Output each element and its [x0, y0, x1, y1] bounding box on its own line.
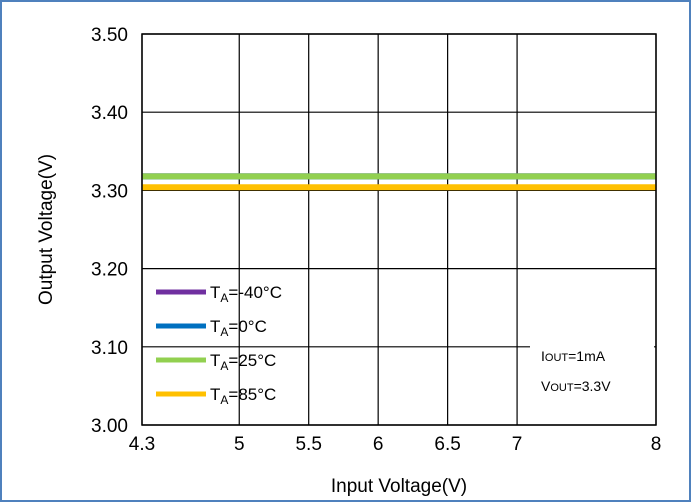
- x-axis-ticks: 4.3 5 5.5 6 6.5 7 8: [129, 434, 662, 455]
- x-tick-label: 7: [512, 434, 523, 455]
- x-axis-title: Input Voltage(V): [331, 476, 467, 497]
- x-tick-label: 6.5: [434, 434, 460, 455]
- y-tick-label: 3.10: [91, 338, 128, 359]
- x-tick-label: 6: [373, 434, 384, 455]
- annotation-text: VOUT=3.3V: [541, 378, 611, 394]
- y-axis-ticks: 3.00 3.10 3.20 3.30 3.40 3.50: [91, 25, 128, 437]
- y-tick-label: 3.00: [91, 416, 128, 437]
- legend-label: TA=85°C: [210, 385, 276, 407]
- plot-area: [141, 33, 657, 426]
- annotation-text: IOUT=1mA: [541, 348, 606, 364]
- y-tick-label: 3.50: [91, 25, 128, 46]
- conditions-annotation: IOUT=1mA VOUT=3.3V: [530, 327, 654, 409]
- x-tick-label: 4.3: [129, 434, 155, 455]
- legend-label: TA=0°C: [210, 317, 267, 339]
- y-tick-label: 3.20: [91, 260, 128, 281]
- y-tick-label: 3.40: [91, 103, 128, 124]
- legend-label: TA=25°C: [210, 351, 276, 373]
- legend-label: TA=-40°C: [210, 283, 282, 305]
- y-tick-label: 3.30: [91, 181, 128, 202]
- series-lines: [142, 173, 656, 191]
- annotation-box: [530, 327, 654, 409]
- x-tick-label: 8: [651, 434, 662, 455]
- x-tick-label: 5.5: [295, 434, 321, 455]
- x-tick-label: 5: [234, 434, 245, 455]
- y-axis-title: Output Voltage(V): [36, 154, 57, 305]
- legend: TA=-40°C TA=0°C TA=25°C TA=85°C: [156, 283, 282, 407]
